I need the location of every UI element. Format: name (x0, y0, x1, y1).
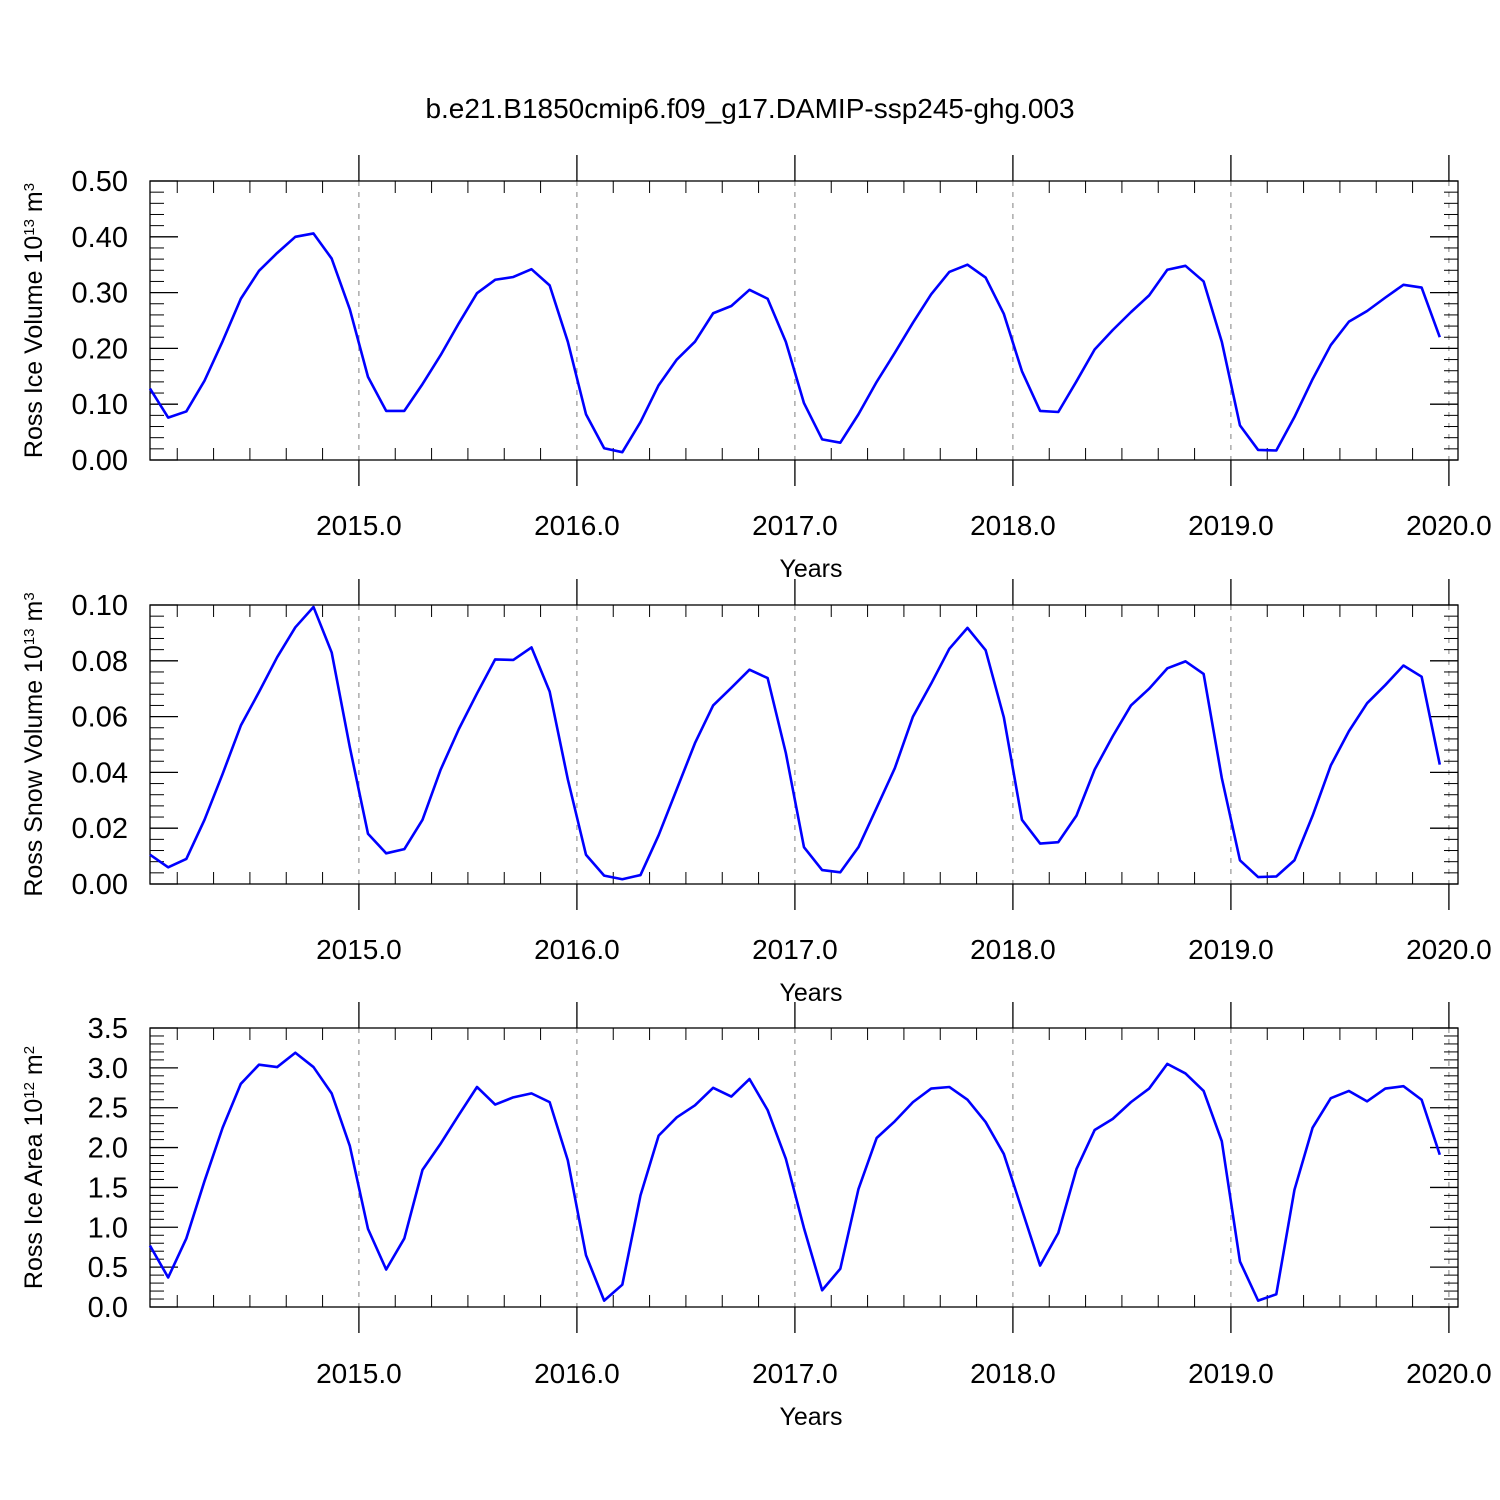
x-axis-label: Years (779, 1403, 842, 1431)
y-axis-label: Ross Ice Area 1012 m2 (20, 1046, 48, 1289)
y-tick-label: 2.0 (88, 1133, 128, 1165)
y-tick-label: 3.5 (88, 1013, 128, 1045)
y-tick-label: 0.40 (72, 222, 128, 254)
x-tick-label: 2020.0 (1406, 934, 1492, 965)
x-tick-label: 2016.0 (534, 1358, 620, 1389)
series-line-1 (149, 605, 1442, 881)
y-tick-label: 0.04 (72, 757, 128, 789)
chart-panels: 2015.0 2016.0 2017.0 2018.0 2019.0 2020.00.00… (20, 155, 1492, 1431)
x-tick-label: 2015.0 (316, 1358, 402, 1389)
x-tick-label: 2017.0 (752, 934, 838, 965)
y-tick-label: 0.00 (72, 869, 128, 901)
y-tick-label: 0.00 (72, 445, 128, 477)
y-axis-label: Ross Ice Volume 1013 m3 (20, 183, 48, 458)
series-line-1 (148, 1051, 1442, 1302)
x-tick-label: 2017.0 (752, 1358, 838, 1389)
x-tick-label: 2015.0 (316, 934, 402, 965)
y-axis-label: Ross Snow Volume 1013 m3 (20, 592, 48, 896)
x-axis-label: Years (779, 555, 842, 583)
y-tick-label: 0.0 (88, 1292, 128, 1324)
y-tick-label: 1.5 (88, 1172, 128, 1204)
x-tick-label: 2018.0 (970, 1358, 1056, 1389)
plot-frame (149, 180, 1459, 461)
x-tick-label: 2020.0 (1406, 510, 1492, 541)
y-tick-label: 2.5 (88, 1093, 128, 1125)
y-tick-label: 0.08 (72, 646, 128, 678)
figure-title: b.e21.B1850cmip6.f09_g17.DAMIP-ssp245-gh… (425, 93, 1074, 124)
x-tick-label: 2017.0 (752, 510, 838, 541)
y-tick-label: 0.10 (72, 590, 128, 622)
y-tick-label: 3.0 (88, 1053, 128, 1085)
x-tick-label: 2018.0 (970, 934, 1056, 965)
x-tick-label: 2020.0 (1406, 1358, 1492, 1389)
x-tick-label: 2019.0 (1188, 510, 1274, 541)
x-axis-label: Years (779, 979, 842, 1007)
x-tick-label: 2019.0 (1188, 934, 1274, 965)
y-tick-label: 0.02 (72, 813, 128, 845)
y-tick-label: 0.06 (72, 702, 128, 734)
x-tick-label: 2016.0 (534, 934, 620, 965)
y-tick-label: 0.50 (72, 166, 128, 198)
x-tick-label: 2018.0 (970, 510, 1056, 541)
chart-panel-1: 2015.0 2016.0 2017.0 2018.0 2019.0 2020.0 0.00… (20, 155, 1492, 583)
chart-panel-2: 2015.0 2016.0 2017.0 2018.0 2019.0 2020.0 0.00… (20, 579, 1492, 1007)
y-tick-label: 0.5 (88, 1252, 128, 1284)
plot-frame (149, 604, 1459, 885)
y-tick-label: 0.20 (72, 333, 128, 365)
x-tick-label: 2016.0 (534, 510, 620, 541)
series-line-1 (148, 232, 1442, 454)
y-tick-label: 0.30 (72, 278, 128, 310)
x-tick-label: 2019.0 (1188, 1358, 1274, 1389)
y-tick-label: 1.0 (88, 1212, 128, 1244)
chart-panel-3: 2015.0 2016.0 2017.0 2018.0 2019.0 2020.0 0.0 0… (20, 1002, 1492, 1431)
y-tick-label: 0.10 (72, 389, 128, 421)
x-tick-label: 2015.0 (316, 510, 402, 541)
plot-frame (149, 1027, 1459, 1308)
